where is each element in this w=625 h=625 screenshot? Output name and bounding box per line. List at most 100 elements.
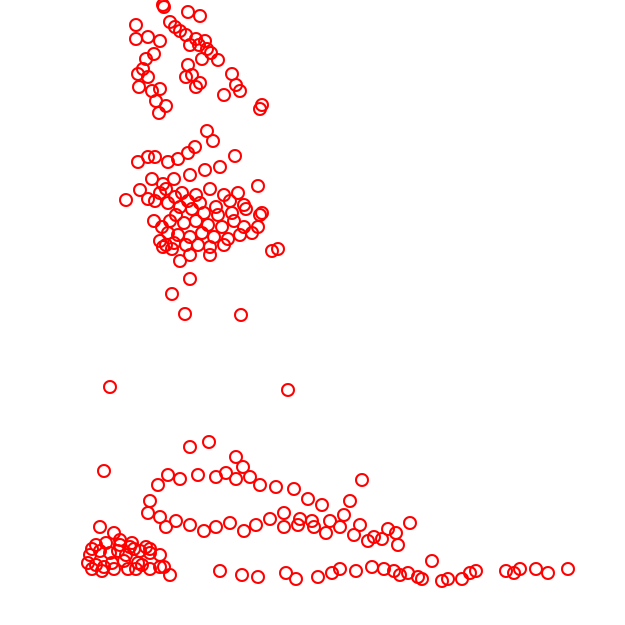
data-point (455, 572, 469, 586)
data-point (201, 218, 215, 232)
data-point (173, 472, 187, 486)
data-point (191, 468, 205, 482)
data-point (251, 179, 265, 193)
data-point (143, 542, 157, 556)
data-point (255, 206, 269, 220)
data-point (343, 494, 357, 508)
data-point (277, 506, 291, 520)
data-point (163, 568, 177, 582)
data-point (237, 524, 251, 538)
data-point (121, 562, 135, 576)
data-point (147, 214, 161, 228)
data-point (203, 240, 217, 254)
data-point (151, 478, 165, 492)
data-point (305, 514, 319, 528)
data-point (245, 226, 259, 240)
data-point (441, 572, 455, 586)
data-point (197, 524, 211, 538)
data-point (355, 473, 369, 487)
data-point (185, 68, 199, 82)
data-point (353, 518, 367, 532)
data-point (253, 478, 267, 492)
data-point (143, 494, 157, 508)
data-point (113, 538, 127, 552)
data-point (403, 516, 417, 530)
data-point (200, 124, 214, 138)
data-point (171, 152, 185, 166)
data-point (541, 566, 555, 580)
data-point (183, 272, 197, 286)
data-point (209, 470, 223, 484)
data-point (391, 538, 405, 552)
data-point (209, 520, 223, 534)
data-point (211, 53, 225, 67)
data-point (337, 508, 351, 522)
data-point (349, 564, 363, 578)
data-point (161, 155, 175, 169)
data-point (279, 566, 293, 580)
data-point (152, 106, 166, 120)
data-point (133, 183, 147, 197)
data-point (183, 168, 197, 182)
data-point (119, 193, 133, 207)
data-point (243, 470, 257, 484)
data-point (225, 206, 239, 220)
data-point (141, 506, 155, 520)
data-point (159, 99, 173, 113)
data-point (131, 67, 145, 81)
data-point (179, 70, 193, 84)
data-point (148, 194, 162, 208)
data-point (203, 182, 217, 196)
data-point (233, 84, 247, 98)
data-point (189, 214, 203, 228)
data-point (183, 38, 197, 52)
data-point (193, 9, 207, 23)
data-point (217, 88, 231, 102)
data-point (235, 568, 249, 582)
data-point (529, 562, 543, 576)
data-point (117, 554, 131, 568)
data-point (206, 134, 220, 148)
data-point (156, 240, 170, 254)
data-point (141, 192, 155, 206)
data-point (375, 532, 389, 546)
data-point (231, 186, 245, 200)
data-point (265, 244, 279, 258)
data-point (361, 534, 375, 548)
data-point (153, 560, 167, 574)
data-point (132, 80, 146, 94)
data-point (103, 380, 117, 394)
data-point (181, 5, 195, 19)
data-point (209, 200, 223, 214)
data-point (291, 518, 305, 532)
data-point (213, 160, 227, 174)
data-point (499, 564, 513, 578)
data-point (315, 498, 329, 512)
data-point (202, 435, 216, 449)
data-point (143, 562, 157, 576)
data-point (203, 248, 217, 262)
data-point (323, 514, 337, 528)
data-point (148, 150, 162, 164)
data-point (333, 562, 347, 576)
data-point (165, 242, 179, 256)
data-point (129, 32, 143, 46)
data-point (469, 564, 483, 578)
data-point (236, 460, 250, 474)
data-point (213, 564, 227, 578)
data-point (99, 536, 113, 550)
data-point (177, 216, 191, 230)
data-point (253, 102, 267, 116)
data-point (139, 52, 153, 66)
data-point (561, 562, 575, 576)
data-point (249, 518, 263, 532)
data-point (165, 287, 179, 301)
data-point (289, 572, 303, 586)
data-point (435, 574, 449, 588)
data-point (161, 468, 175, 482)
data-point (227, 214, 241, 228)
data-point (211, 208, 225, 222)
data-point (347, 528, 361, 542)
data-point (389, 526, 403, 540)
data-point (135, 558, 149, 572)
